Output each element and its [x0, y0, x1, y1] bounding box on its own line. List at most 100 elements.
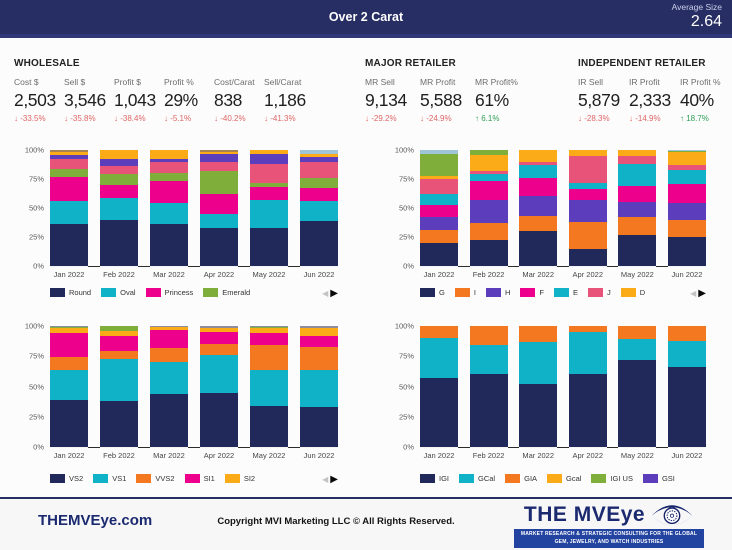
stacked-bar-feb-2022[interactable]: [469, 150, 508, 266]
stacked-bar-jan-2022[interactable]: [50, 150, 88, 266]
legend-item-si2[interactable]: SI2: [224, 474, 255, 483]
bar-segment-d[interactable]: [519, 150, 558, 162]
stacked-bar-mar-2022[interactable]: [150, 150, 188, 266]
bar-segment-i[interactable]: [568, 221, 607, 249]
bar-segment-f[interactable]: [420, 204, 458, 218]
bar-segment-gcal[interactable]: [519, 341, 558, 385]
legend-scroll-right-icon[interactable]: ▶: [330, 288, 338, 299]
bar-segment-oval[interactable]: [200, 213, 238, 228]
stacked-bar-jun-2022[interactable]: [667, 326, 706, 447]
bar-segment-princess[interactable]: [150, 181, 188, 204]
bar-segment-vvs2[interactable]: [150, 347, 188, 363]
bar-segment-gia[interactable]: [667, 326, 706, 341]
bar-segment-emerald[interactable]: [250, 182, 288, 188]
stacked-bar-feb-2022[interactable]: [100, 150, 138, 266]
legend-item-e[interactable]: E: [553, 288, 578, 297]
bar-segment-princess[interactable]: [100, 184, 138, 198]
bar-segment-f[interactable]: [519, 177, 558, 197]
bar-segment-d[interactable]: [618, 150, 657, 156]
bar-segment-vvs2[interactable]: [300, 346, 338, 370]
bar-segment-gcal[interactable]: [469, 345, 508, 375]
bar-segment-h[interactable]: [618, 202, 657, 218]
bar-segment-unlabeled-green[interactable]: [250, 327, 288, 329]
bar-segment-i[interactable]: [420, 230, 458, 243]
stacked-bar-apr-2022[interactable]: [200, 150, 238, 266]
bar-segment-h[interactable]: [469, 199, 508, 224]
bar-segment-i[interactable]: [667, 219, 706, 237]
bar-segment-vs1[interactable]: [250, 369, 288, 406]
stacked-bar-jan-2022[interactable]: [420, 326, 458, 447]
stacked-bar-jan-2022[interactable]: [420, 150, 458, 266]
bar-segment-gcal[interactable]: [568, 332, 607, 375]
bar-segment-unlabeled-rose[interactable]: [200, 161, 238, 171]
bar-segment-j[interactable]: [568, 155, 607, 183]
stacked-bar-may-2022[interactable]: [250, 326, 288, 447]
bar-segment-unlabeled-rose[interactable]: [100, 166, 138, 175]
legend-item-h[interactable]: H: [485, 288, 510, 297]
legend-item-vs1[interactable]: VS1: [93, 474, 126, 483]
bar-segment-si1[interactable]: [150, 329, 188, 348]
bar-segment-vs2[interactable]: [100, 401, 138, 447]
bar-segment-si1[interactable]: [100, 335, 138, 352]
legend-item-si1[interactable]: SI1: [184, 474, 215, 483]
legend-item-g[interactable]: G: [420, 288, 445, 297]
legend-item-gcal[interactable]: GCal: [459, 474, 495, 483]
bar-segment-vvs2[interactable]: [50, 357, 88, 370]
legend-item-princess[interactable]: Princess: [145, 288, 193, 297]
bar-segment-oval[interactable]: [150, 203, 188, 225]
legend-item-gsi[interactable]: GSI: [642, 474, 675, 483]
bar-segment-i[interactable]: [469, 223, 508, 241]
bar-segment-g[interactable]: [420, 242, 458, 266]
bar-segment-i[interactable]: [519, 216, 558, 232]
bar-segment-j[interactable]: [420, 179, 458, 195]
legend-item-d[interactable]: D: [620, 288, 645, 297]
stacked-bar-jan-2022[interactable]: [50, 326, 88, 447]
bar-segment-h[interactable]: [519, 196, 558, 217]
bar-segment-vs2[interactable]: [50, 399, 88, 447]
stacked-bar-mar-2022[interactable]: [519, 326, 558, 447]
bar-segment-d[interactable]: [667, 152, 706, 166]
bar-segment-unlabeled-orange[interactable]: [100, 150, 138, 160]
bar-segment-e[interactable]: [667, 169, 706, 184]
bar-segment-si1[interactable]: [50, 333, 88, 358]
legend-item-gcal[interactable]: Gcal: [547, 474, 581, 483]
bar-segment-e[interactable]: [519, 165, 558, 178]
bar-segment-vvs2[interactable]: [100, 351, 138, 359]
bar-segment-g[interactable]: [519, 231, 558, 266]
legend-item-round[interactable]: Round: [50, 288, 91, 297]
bar-segment-round[interactable]: [300, 220, 338, 266]
bar-segment-emerald[interactable]: [50, 168, 88, 177]
legend-scroll-left-icon[interactable]: ◀: [322, 289, 329, 298]
bar-segment-g[interactable]: [568, 248, 607, 266]
bar-segment-unlabeled-purple[interactable]: [200, 153, 238, 162]
bar-segment-round[interactable]: [200, 227, 238, 266]
legend-item-emerald[interactable]: Emerald: [203, 288, 250, 297]
bar-segment-vvs2[interactable]: [200, 344, 238, 356]
bar-segment-g[interactable]: [618, 234, 657, 266]
bar-segment-i[interactable]: [618, 217, 657, 235]
bar-segment-h[interactable]: [667, 203, 706, 220]
legend-item-gia[interactable]: GIA: [505, 474, 537, 483]
bar-segment-vs1[interactable]: [200, 355, 238, 393]
bar-segment-e[interactable]: [469, 174, 508, 182]
bar-segment-unlabeled-orange[interactable]: [300, 153, 338, 157]
legend-item-vvs2[interactable]: VVS2: [136, 474, 175, 483]
legend-item-vs2[interactable]: VS2: [50, 474, 83, 483]
bar-segment-gia[interactable]: [469, 326, 508, 346]
stacked-bar-mar-2022[interactable]: [150, 326, 188, 447]
bar-segment-princess[interactable]: [300, 188, 338, 202]
bar-segment-vs2[interactable]: [250, 405, 288, 447]
legend-item-j[interactable]: J: [587, 288, 611, 297]
bar-segment-oval[interactable]: [100, 197, 138, 220]
bar-segment-j[interactable]: [469, 170, 508, 175]
bar-segment-vs1[interactable]: [150, 362, 188, 394]
bar-segment-gcal[interactable]: [618, 339, 657, 360]
bar-segment-unlabeled-rose[interactable]: [300, 161, 338, 178]
bar-segment-oval[interactable]: [50, 201, 88, 225]
stacked-bar-apr-2022[interactable]: [568, 326, 607, 447]
legend-scroll-right-icon[interactable]: ▶: [330, 474, 338, 485]
bar-segment-igi[interactable]: [469, 374, 508, 447]
bar-segment-unlabeled-brown[interactable]: [50, 150, 88, 153]
bar-segment-vvs2[interactable]: [250, 345, 288, 370]
bar-segment-igi[interactable]: [519, 384, 558, 447]
